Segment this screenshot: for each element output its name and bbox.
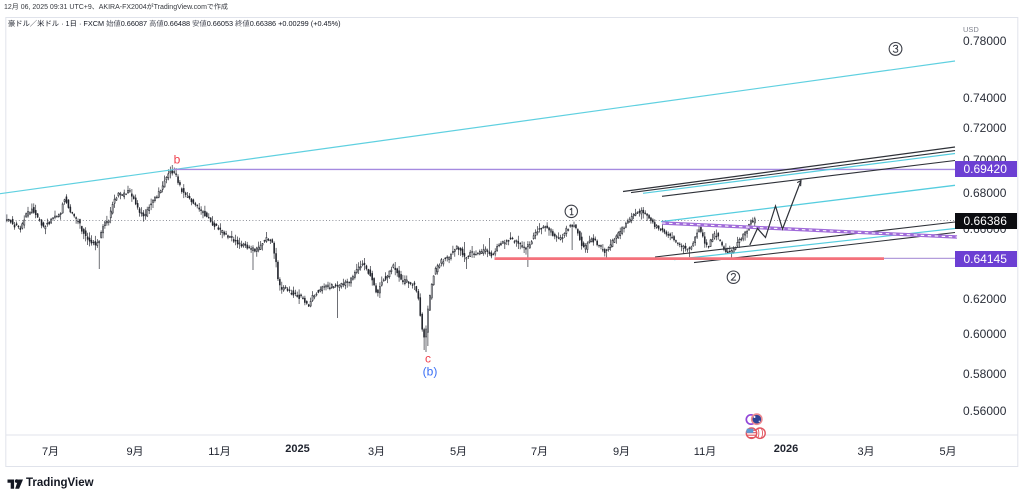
svg-text:c: c — [425, 352, 431, 366]
svg-text:(b): (b) — [423, 365, 438, 379]
svg-text:b: b — [174, 153, 181, 167]
